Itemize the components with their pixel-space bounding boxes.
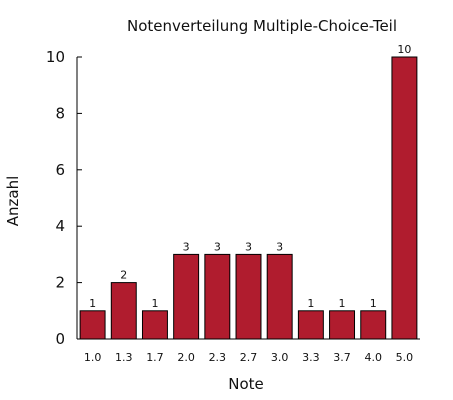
- x-tick-label: 2.7: [240, 351, 258, 364]
- x-tick-label: 2.3: [209, 351, 227, 364]
- axes-layer: [76, 56, 420, 340]
- data-label-2.0: 3: [183, 240, 190, 253]
- x-tick-label: 5.0: [396, 351, 414, 364]
- x-tick-label: 4.0: [364, 351, 382, 364]
- y-tick-label: 6: [55, 161, 65, 179]
- bar-2.7: [235, 253, 262, 340]
- data-label-3.3: 1: [307, 297, 314, 310]
- bar-1.7: [141, 310, 168, 340]
- data-label-1.3: 2: [120, 269, 127, 282]
- data-label-3.7: 1: [339, 297, 346, 310]
- x-tick-label: 1.7: [146, 351, 164, 364]
- y-tick-label: 4: [55, 217, 65, 235]
- y-axis-label: Anzahl: [4, 176, 22, 227]
- data-label-2.3: 3: [214, 240, 221, 253]
- data-label-1.7: 1: [151, 297, 158, 310]
- x-tick-label: 2.0: [177, 351, 195, 364]
- data-label-3.0: 3: [276, 240, 283, 253]
- bar-2.3: [204, 253, 231, 340]
- x-tick-label: 3.3: [302, 351, 320, 364]
- x-tick-label: 3.0: [271, 351, 289, 364]
- data-label-1.0: 1: [89, 297, 96, 310]
- bar-1.3: [110, 282, 137, 340]
- data-label-4.0: 1: [370, 297, 377, 310]
- bar-2.0: [173, 253, 200, 340]
- bars-layer: [79, 56, 418, 340]
- chart-title: Notenverteilung Multiple-Choice-Teil: [127, 17, 397, 35]
- x-tick-label: 1.3: [115, 351, 133, 364]
- x-tick-label: 1.0: [84, 351, 102, 364]
- labels-layer: 1 1.0 2 1.3 1 1.7 3 2.0 3 2.3 3 2.7 3 3.0 1 3.3 1 3.7 1 4.0…: [46, 43, 413, 364]
- bar-4.0: [360, 310, 387, 340]
- bar-3.0: [266, 253, 293, 340]
- data-label-2.7: 3: [245, 240, 252, 253]
- bar-3.3: [297, 310, 324, 340]
- y-tick-label: 8: [55, 104, 65, 122]
- y-tick-label: 0: [55, 330, 65, 348]
- x-tick-label: 3.7: [333, 351, 351, 364]
- x-axis-label: Note: [228, 375, 264, 393]
- y-tick-label: 10: [46, 48, 65, 66]
- bar-3.7: [329, 310, 356, 340]
- bar-5.0: [391, 56, 418, 340]
- data-label-5.0: 10: [397, 43, 411, 56]
- y-tick-label: 2: [55, 274, 65, 292]
- bar-1.0: [79, 310, 106, 340]
